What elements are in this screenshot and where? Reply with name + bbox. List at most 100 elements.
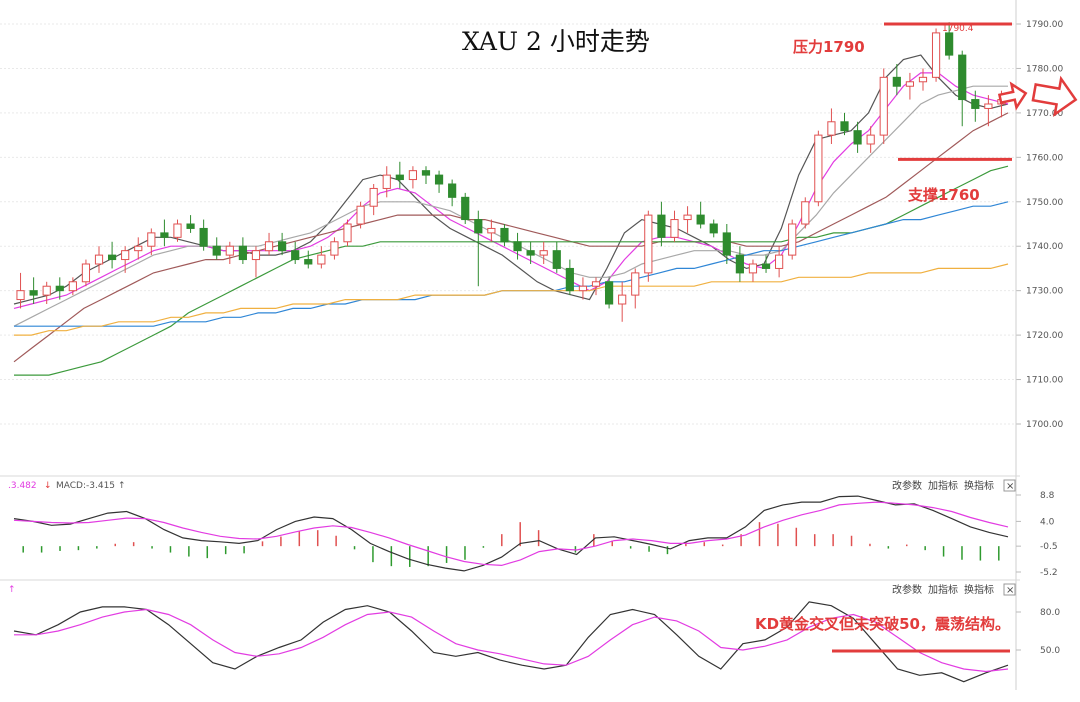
candle-down bbox=[722, 232, 731, 256]
swap-indicator-button[interactable]: 换指标 bbox=[964, 479, 994, 492]
candle-down bbox=[199, 227, 208, 247]
candle-up bbox=[134, 245, 143, 252]
macd-value: MACD:-3.415 bbox=[56, 481, 115, 491]
candle-down bbox=[513, 241, 522, 252]
swap-indicator-button[interactable]: 换指标 bbox=[964, 583, 994, 596]
candle-up bbox=[905, 81, 915, 87]
moving-average-line bbox=[13, 72, 1009, 309]
macd-tick-label: 8.8 bbox=[1040, 491, 1055, 501]
arrow-right-icon bbox=[1031, 75, 1078, 118]
close-button[interactable]: × bbox=[1003, 583, 1016, 596]
price-tick-label: 1790.00 bbox=[1026, 20, 1063, 30]
candle-up bbox=[591, 281, 601, 287]
macd-tick-label: 4.0 bbox=[1040, 517, 1055, 527]
candle-down bbox=[186, 223, 195, 229]
candle-up bbox=[931, 32, 941, 78]
price-panel: 1790.00 1780.00 1770.00 1760.00 1750.00 1740.… bbox=[0, 0, 1063, 690]
kd-panel: 80.0 50.0 ↑ 改参数 加指标 换指标 × KD黄金交叉但未突破50，震荡… bbox=[8, 583, 1060, 683]
candle-up bbox=[382, 174, 391, 189]
candle-up bbox=[251, 250, 261, 261]
candle-down bbox=[474, 219, 483, 234]
change-params-button[interactable]: 改参数 bbox=[892, 479, 922, 492]
price-tick-label: 1760.00 bbox=[1026, 153, 1063, 163]
candle-up bbox=[788, 223, 797, 256]
candle-up bbox=[631, 272, 640, 296]
candle-up bbox=[81, 263, 91, 283]
price-tick-label: 1720.00 bbox=[1026, 331, 1063, 341]
candle-up bbox=[644, 214, 653, 274]
candle-down bbox=[709, 223, 718, 234]
macd-dif-value: .3.482 bbox=[8, 481, 37, 491]
candlesticks bbox=[16, 22, 1006, 322]
candle-up bbox=[984, 103, 993, 109]
candle-down bbox=[945, 32, 954, 56]
kd-d-line bbox=[14, 608, 1009, 673]
candle-up bbox=[94, 254, 104, 265]
candle-down bbox=[395, 174, 404, 181]
macd-tick-label: -5.2 bbox=[1040, 568, 1058, 578]
candle-up bbox=[618, 294, 627, 305]
candle-up bbox=[827, 121, 836, 136]
candle-up bbox=[343, 223, 352, 243]
candle-down bbox=[278, 241, 287, 252]
candle-up bbox=[317, 254, 326, 265]
candle-up bbox=[330, 241, 339, 256]
candle-up bbox=[775, 254, 784, 269]
close-icon: × bbox=[1006, 481, 1014, 492]
close-button[interactable]: × bbox=[1003, 479, 1016, 492]
candle-up bbox=[918, 76, 928, 83]
candle-up bbox=[16, 290, 25, 301]
candle-up bbox=[487, 227, 496, 234]
candle-up bbox=[539, 250, 548, 256]
candle-down bbox=[500, 227, 509, 243]
macd-lines bbox=[13, 495, 1009, 572]
candle-down bbox=[304, 259, 313, 265]
change-params-button[interactable]: 改参数 bbox=[892, 583, 922, 596]
candle-up bbox=[879, 76, 888, 136]
price-tick-label: 1750.00 bbox=[1026, 198, 1063, 208]
candle-down bbox=[604, 281, 614, 305]
candle-down bbox=[448, 183, 457, 198]
kd-lines bbox=[13, 601, 1009, 683]
candle-down bbox=[107, 254, 117, 261]
candle-down bbox=[421, 170, 431, 176]
candle-down bbox=[735, 254, 744, 274]
candle-up bbox=[173, 223, 182, 238]
candle-down bbox=[212, 245, 221, 256]
candle-down bbox=[55, 285, 64, 292]
price-tick-label: 1780.00 bbox=[1026, 64, 1063, 74]
chart-title: XAU 2 小时走势 bbox=[462, 27, 650, 56]
macd-histogram bbox=[22, 522, 1000, 567]
kd-k-line bbox=[13, 601, 1009, 683]
arrow-right-icon bbox=[997, 81, 1028, 111]
add-indicator-button[interactable]: 加指标 bbox=[928, 583, 958, 596]
candle-down bbox=[958, 54, 967, 101]
high-price-label: 1790.4 bbox=[942, 24, 974, 34]
candle-up bbox=[121, 250, 130, 261]
macd-dea-line bbox=[13, 501, 1009, 567]
candle-up bbox=[801, 201, 810, 225]
candle-up bbox=[68, 281, 77, 292]
moving-average-line bbox=[14, 263, 1009, 336]
candle-up bbox=[683, 214, 692, 221]
macd-tick-label: -0.5 bbox=[1040, 542, 1058, 552]
macd-axis-ticks: 8.8 4.0 -0.5 -5.2 bbox=[1016, 491, 1058, 578]
candle-down bbox=[29, 290, 38, 296]
price-tick-label: 1710.00 bbox=[1026, 376, 1063, 386]
moving-average-line bbox=[13, 112, 1009, 363]
candle-down bbox=[552, 250, 561, 269]
candle-up bbox=[369, 187, 378, 207]
candle-down bbox=[238, 245, 247, 261]
candle-up bbox=[42, 285, 51, 296]
kd-tick-label: 80.0 bbox=[1040, 608, 1060, 618]
kd-tick-label: 50.0 bbox=[1040, 646, 1060, 656]
arrow-up-icon: ↑ bbox=[8, 585, 16, 595]
price-tick-label: 1700.00 bbox=[1026, 420, 1063, 430]
candle-down bbox=[160, 232, 169, 238]
add-indicator-button[interactable]: 加指标 bbox=[928, 479, 958, 492]
candle-up bbox=[814, 134, 823, 203]
candle-up bbox=[147, 232, 156, 247]
candle-down bbox=[761, 263, 771, 269]
